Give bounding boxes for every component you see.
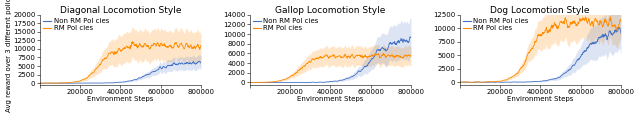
X-axis label: Environment Steps: Environment Steps — [87, 96, 154, 102]
Title: Dog Locomotion Style: Dog Locomotion Style — [490, 6, 590, 15]
Title: Gallop Locomotion Style: Gallop Locomotion Style — [275, 6, 385, 15]
X-axis label: Environment Steps: Environment Steps — [297, 96, 364, 102]
Y-axis label: Avg reward over 3 different policies: Avg reward over 3 different policies — [6, 0, 12, 112]
Title: Diagonal Locomotion Style: Diagonal Locomotion Style — [60, 6, 181, 15]
Legend: Non RM Pol cies, RM Pol cies: Non RM Pol cies, RM Pol cies — [42, 17, 110, 33]
X-axis label: Environment Steps: Environment Steps — [507, 96, 573, 102]
Legend: Non RM Pol cies, RM Pol cies: Non RM Pol cies, RM Pol cies — [461, 17, 530, 33]
Legend: Non RM Pol cies, RM Pol cies: Non RM Pol cies, RM Pol cies — [252, 17, 320, 33]
